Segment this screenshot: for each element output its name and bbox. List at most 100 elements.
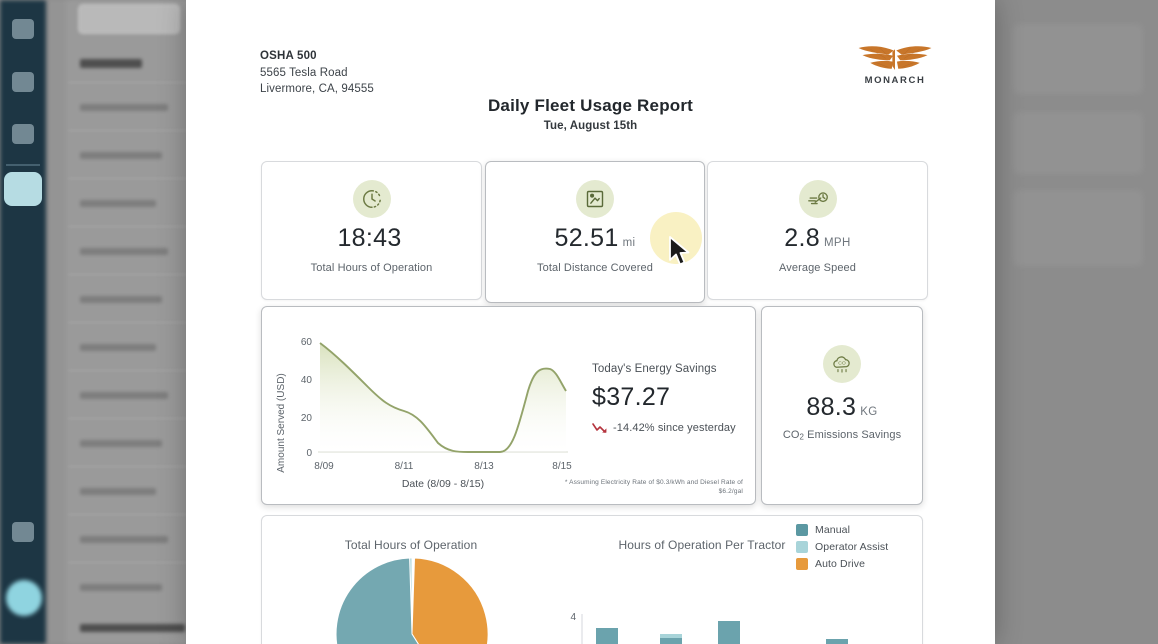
- distance-icon: [576, 180, 614, 218]
- background-list-row[interactable]: [80, 344, 156, 351]
- background-row-separator: [68, 274, 190, 275]
- co2-savings-card[interactable]: CO 88.3 KG CO2 Emissions Savings: [761, 306, 923, 505]
- co2-cloud-icon: CO: [823, 345, 861, 383]
- background-list-row[interactable]: [80, 536, 168, 543]
- bar-manual: [718, 621, 740, 644]
- background-list-row[interactable]: [80, 488, 156, 495]
- logo-wordmark: MONARCH: [856, 75, 934, 86]
- background-total-row: [80, 624, 185, 632]
- kpi-card-total-hours[interactable]: 18:43 Total Hours of Operation: [261, 161, 482, 300]
- svg-text:8/09: 8/09: [314, 461, 334, 472]
- legend-item-auto-drive[interactable]: Auto Drive: [796, 558, 914, 570]
- energy-savings-card[interactable]: Amount Served (USD) 60 40 20 0 8/09 8/11…: [261, 306, 756, 505]
- clock-icon: [353, 180, 391, 218]
- report-header: OSHA 500 5565 Tesla Road Livermore, CA, …: [186, 0, 995, 150]
- co2-value: 88.3 KG: [762, 393, 922, 422]
- daily-fleet-usage-report: OSHA 500 5565 Tesla Road Livermore, CA, …: [186, 0, 995, 644]
- trend-down-icon: [592, 422, 608, 434]
- x-axis-label: Date (8/09 - 8/15): [402, 478, 484, 490]
- operation-hours-card[interactable]: Total Hours of Operation Hours of Operat…: [261, 515, 923, 644]
- background-row-separator: [68, 370, 190, 371]
- kpi-unit: mi: [623, 237, 636, 249]
- background-list-row[interactable]: [80, 440, 162, 447]
- bar-group: [596, 621, 848, 644]
- savings-footnote: * Assuming Electricity Rate of $0.3/kWh …: [553, 478, 743, 496]
- legend-label: Auto Drive: [815, 558, 865, 570]
- co2-unit: KG: [860, 406, 877, 418]
- svg-text:60: 60: [301, 337, 313, 348]
- report-date: Tue, August 15th: [186, 120, 995, 132]
- background-row-separator: [68, 178, 190, 179]
- legend-label: Operator Assist: [815, 541, 888, 553]
- background-row-separator: [68, 418, 190, 419]
- sidebar-icon-fleet[interactable]: [12, 72, 34, 92]
- background-list-row[interactable]: [80, 152, 162, 159]
- bar-operator-assist: [660, 634, 682, 638]
- pie-chart-title: Total Hours of Operation: [276, 538, 546, 552]
- savings-caption: Today's Energy Savings: [592, 363, 747, 375]
- sidebar-icon-map[interactable]: [12, 124, 34, 144]
- background-list-row[interactable]: [80, 392, 168, 399]
- kpi-value: 18:43: [262, 224, 481, 253]
- legend-item-operator-assist[interactable]: Operator Assist: [796, 541, 914, 553]
- kpi-card-average-speed[interactable]: 2.8MPH Average Speed: [707, 161, 928, 300]
- background-list-row[interactable]: [80, 584, 162, 591]
- bar-y-ticks: 4 2: [570, 612, 576, 644]
- sidebar-avatar[interactable]: [6, 580, 42, 616]
- legend-swatch-auto-drive: [796, 558, 808, 570]
- background-row-separator: [68, 514, 190, 515]
- svg-text:CO: CO: [838, 361, 846, 367]
- background-list-row[interactable]: [80, 104, 168, 111]
- area-fill: [320, 343, 566, 452]
- speed-icon: [799, 180, 837, 218]
- kpi-number: 52.51: [555, 224, 619, 252]
- mouse-cursor: [668, 236, 692, 268]
- kpi-value: 2.8MPH: [708, 224, 927, 253]
- savings-value: $37.27: [592, 383, 747, 412]
- background-column-header: [80, 59, 142, 68]
- svg-text:0: 0: [306, 448, 312, 459]
- background-row-separator: [68, 130, 190, 131]
- organization-name: OSHA 500: [260, 48, 374, 65]
- savings-delta: -14.42% since yesterday: [592, 422, 747, 434]
- background-row-separator: [68, 562, 190, 563]
- kpi-label: Total Hours of Operation: [262, 262, 481, 274]
- monarch-logo: MONARCH: [856, 44, 934, 90]
- legend-swatch-manual: [796, 524, 808, 536]
- background-row-separator: [68, 322, 190, 323]
- legend-swatch-operator-assist: [796, 541, 808, 553]
- kpi-number: 2.8: [784, 224, 820, 252]
- background-search-input[interactable]: [78, 4, 180, 34]
- organization-street: 5565 Tesla Road: [260, 65, 374, 82]
- legend-label: Manual: [815, 524, 850, 536]
- sidebar-icon-dashboard[interactable]: [12, 19, 34, 39]
- kpi-label: Average Speed: [708, 262, 927, 274]
- background-right-region: [995, 0, 1158, 644]
- monarch-butterfly-icon: [856, 44, 934, 74]
- sidebar-icon-logout[interactable]: [12, 522, 34, 542]
- co2-label: CO2 Emissions Savings: [762, 429, 922, 442]
- background-list-row[interactable]: [80, 248, 168, 255]
- sidebar-divider: [6, 164, 40, 166]
- chart-legend: Manual Operator Assist Auto Drive: [796, 524, 914, 575]
- background-sidebar: [0, 0, 46, 644]
- organization-block: OSHA 500 5565 Tesla Road Livermore, CA, …: [260, 48, 374, 98]
- svg-text:4: 4: [570, 612, 576, 623]
- sidebar-icon-reports[interactable]: [4, 172, 42, 206]
- total-hours-pie-chart: [282, 556, 542, 644]
- background-list-row[interactable]: [80, 296, 162, 303]
- background-card: [1013, 24, 1143, 94]
- svg-text:8/13: 8/13: [474, 461, 494, 472]
- background-row-separator: [68, 82, 190, 83]
- kpi-number: 18:43: [337, 224, 401, 252]
- y-axis-label: Amount Served (USD): [276, 373, 287, 472]
- amount-served-area-chart: Amount Served (USD) 60 40 20 0 8/09 8/11…: [268, 311, 578, 501]
- background-card: [1013, 112, 1143, 174]
- background-row-separator: [68, 226, 190, 227]
- background-list-row[interactable]: [80, 200, 156, 207]
- svg-text:40: 40: [301, 375, 313, 386]
- svg-text:8/15: 8/15: [552, 461, 572, 472]
- co2-number: 88.3: [806, 393, 856, 421]
- background-row-separator: [68, 466, 190, 467]
- legend-item-manual[interactable]: Manual: [796, 524, 914, 536]
